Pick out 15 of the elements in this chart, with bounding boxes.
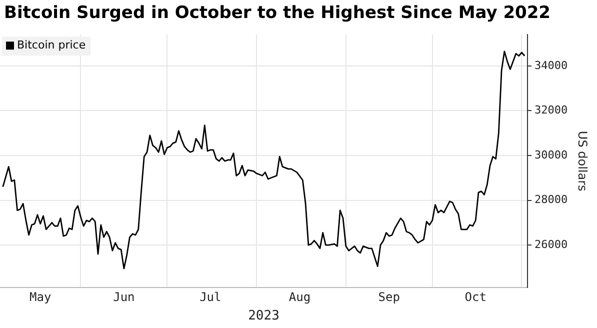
x-axis-title: 2023 [248,308,280,324]
x-tick-label: May [30,290,52,304]
y-tick-label: 26000 [534,238,568,251]
y-tick-label: 30000 [534,148,568,162]
x-tick-label: Oct [464,290,486,304]
legend-label: Bitcoin price [17,38,86,52]
x-tick-label: Jul [200,290,222,304]
y-axis-title: US dollars [576,130,590,192]
chart-title: Bitcoin Surged in October to the Highest Since May 2022 [3,2,552,25]
y-tick-label: 34000 [534,58,568,72]
x-tick-label: Aug [288,290,311,304]
y-tick-label: 32000 [534,104,568,117]
y-tick-label: 28000 [534,193,568,206]
x-tick-label: Sep [378,290,400,304]
x-tick-label: Jun [113,290,135,304]
